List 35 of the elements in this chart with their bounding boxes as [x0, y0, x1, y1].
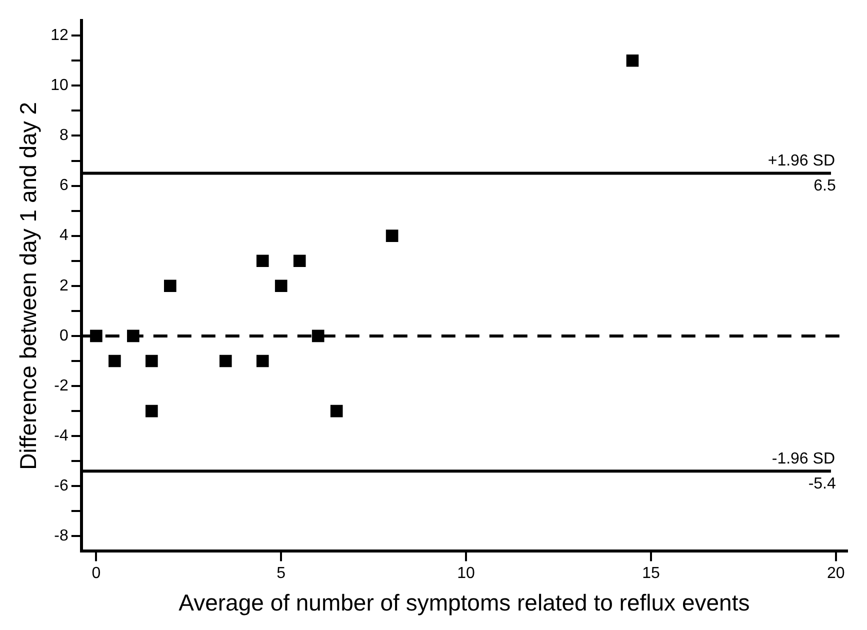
- x-tick-label: 15: [642, 565, 660, 582]
- point: [146, 404, 158, 418]
- annotation: -5.4: [808, 476, 836, 493]
- point: [256, 354, 269, 368]
- x-tick-label: 5: [276, 565, 286, 582]
- ref-line-label: +1.96 SD: [768, 152, 835, 170]
- y-tick-label: 12: [50, 27, 68, 44]
- x-tick-label: 0: [92, 565, 101, 582]
- point: [626, 54, 639, 67]
- point: [312, 330, 324, 342]
- x-tick-label: 20: [827, 565, 845, 582]
- point: [274, 280, 288, 292]
- y-tick-label: 4: [59, 227, 68, 244]
- y-axis-title: Difference between day 1 and day 2: [15, 102, 42, 470]
- y-tick-label: 10: [50, 77, 68, 94]
- point: [256, 254, 269, 268]
- y-tick-label: 6: [59, 177, 68, 194]
- y-tick-label: 2: [59, 277, 68, 294]
- point: [108, 354, 121, 368]
- point: [330, 404, 343, 418]
- point: [219, 354, 232, 368]
- y-tick-label: 0: [59, 327, 68, 344]
- point: [164, 280, 176, 292]
- point: [293, 254, 306, 268]
- y-tick-label: -2: [54, 377, 68, 394]
- annotation: 6.5: [814, 178, 836, 195]
- y-tick-label: -4: [54, 427, 68, 444]
- y-tick-label: 8: [59, 127, 68, 144]
- point: [386, 230, 398, 242]
- ref-line-label: -1.96 SD: [772, 450, 835, 468]
- point: [146, 354, 158, 368]
- y-tick-label: -6: [54, 478, 68, 495]
- y-tick-label: -8: [54, 528, 68, 545]
- x-tick-label: 10: [457, 565, 476, 582]
- x-axis-title: Average of number of symptoms related to reflux events: [178, 590, 750, 616]
